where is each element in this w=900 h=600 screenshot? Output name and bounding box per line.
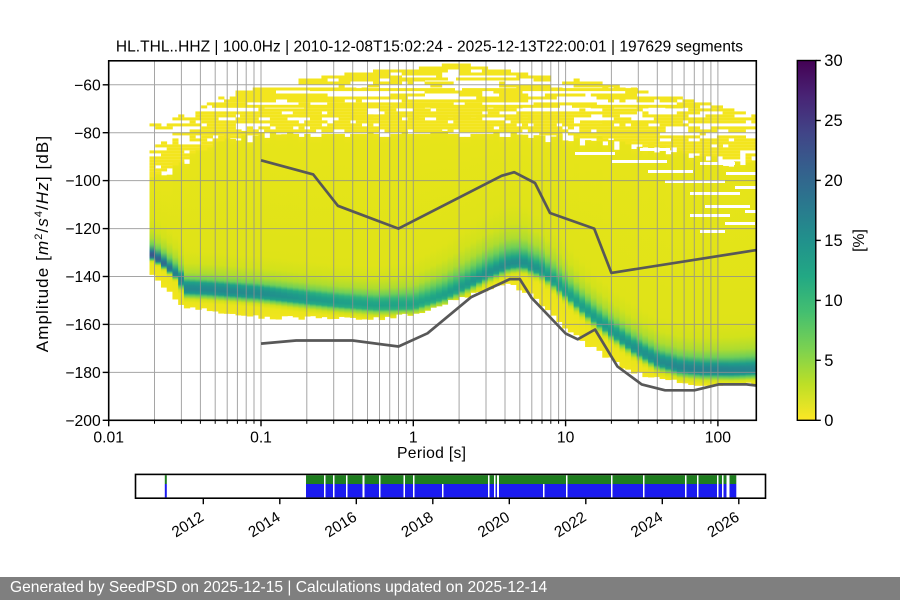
- svg-text:20: 20: [824, 172, 842, 190]
- svg-text:−140: −140: [65, 269, 101, 286]
- svg-text:0.1: 0.1: [250, 430, 272, 447]
- svg-text:−180: −180: [65, 365, 101, 382]
- svg-text:−160: −160: [65, 317, 101, 334]
- svg-text:Period [s]: Period [s]: [397, 445, 466, 462]
- svg-text:HL.THL..HHZ | 100.0Hz | 2010-1: HL.THL..HHZ | 100.0Hz | 2010-12-08T15:02…: [116, 39, 743, 56]
- svg-text:30: 30: [824, 52, 842, 70]
- svg-text:0.01: 0.01: [93, 430, 124, 447]
- svg-text:5: 5: [824, 352, 833, 370]
- svg-text:−200: −200: [65, 413, 101, 430]
- svg-text:10: 10: [557, 430, 575, 447]
- svg-text:−80: −80: [74, 125, 101, 142]
- svg-text:1: 1: [409, 430, 418, 447]
- svg-text:[%]: [%]: [851, 229, 868, 252]
- svg-text:0: 0: [824, 412, 833, 430]
- svg-text:25: 25: [824, 112, 842, 130]
- svg-text:Amplitude [m2/s4/Hz] [dB]: Amplitude [m2/s4/Hz] [dB]: [33, 135, 52, 352]
- svg-text:10: 10: [824, 292, 842, 310]
- svg-text:−60: −60: [74, 77, 101, 94]
- svg-text:−120: −120: [65, 221, 101, 238]
- svg-text:100: 100: [705, 430, 731, 447]
- svg-text:−100: −100: [65, 173, 101, 190]
- svg-text:15: 15: [824, 232, 842, 250]
